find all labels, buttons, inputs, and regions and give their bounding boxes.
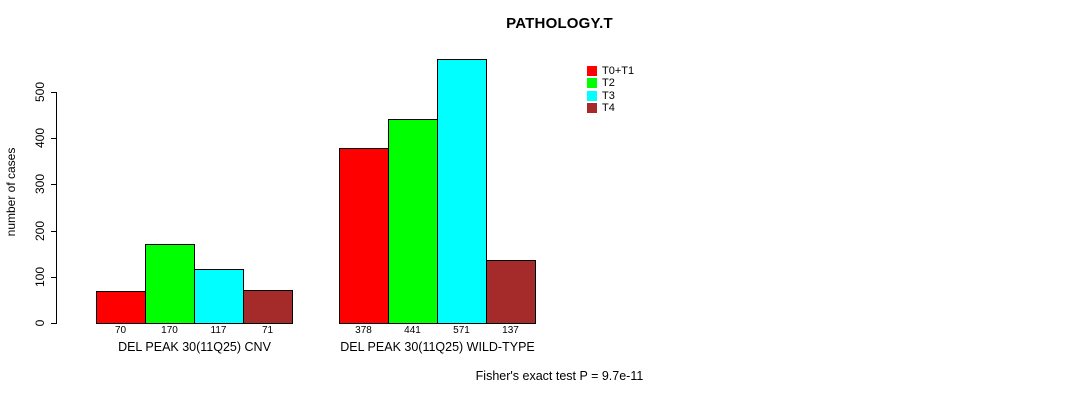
x-axis-group-label: DEL PEAK 30(11Q25) WILD-TYPE <box>340 340 535 354</box>
legend-label: T3 <box>602 90 615 102</box>
y-axis-tick-label: 200 <box>33 220 47 242</box>
bar-value-label: 137 <box>502 325 519 336</box>
y-axis-tick-label: 300 <box>33 173 47 195</box>
y-axis-line <box>56 92 57 324</box>
bar-value-label: 117 <box>210 325 227 336</box>
bar-t3 <box>437 59 487 324</box>
y-axis-tick <box>51 184 56 185</box>
bar-t4 <box>486 260 536 324</box>
bar-t2 <box>145 244 195 324</box>
y-axis-tick-label: 400 <box>33 127 47 149</box>
y-axis-tick <box>51 231 56 232</box>
y-axis-tick-label: 500 <box>33 81 47 103</box>
legend-swatch-t2 <box>587 78 597 88</box>
chart-title: PATHOLOGY.T <box>506 15 613 32</box>
bar-t3 <box>194 269 244 324</box>
legend-label: T2 <box>602 77 615 89</box>
bar-value-label: 378 <box>355 325 372 336</box>
bar-value-label: 571 <box>453 325 470 336</box>
legend-label: T4 <box>602 102 615 114</box>
bar-t4 <box>243 290 293 324</box>
legend-label: T0+T1 <box>602 65 635 77</box>
bar-t0-t1 <box>339 148 389 324</box>
y-axis-label: number of cases <box>4 147 18 237</box>
y-axis-tick <box>51 277 56 278</box>
bar-t0-t1 <box>96 291 146 324</box>
bar-value-label: 170 <box>161 325 178 336</box>
x-axis-group-label: DEL PEAK 30(11Q25) CNV <box>118 340 271 354</box>
legend-swatch-t3 <box>587 91 597 101</box>
bar-value-label: 441 <box>404 325 421 336</box>
y-axis-tick <box>51 138 56 139</box>
y-axis-tick-label: 100 <box>33 266 47 288</box>
bar-value-label: 70 <box>114 325 127 336</box>
legend-swatch-t0-t1 <box>587 66 597 76</box>
bar-value-label: 71 <box>261 325 274 336</box>
statistical-test-note: Fisher's exact test P = 9.7e-11 <box>475 369 644 383</box>
y-axis-tick <box>51 92 56 93</box>
legend-swatch-t4 <box>587 103 597 113</box>
y-axis-tick <box>51 323 56 324</box>
bar-t2 <box>388 119 438 324</box>
y-axis-tick-label: 0 <box>33 319 47 327</box>
